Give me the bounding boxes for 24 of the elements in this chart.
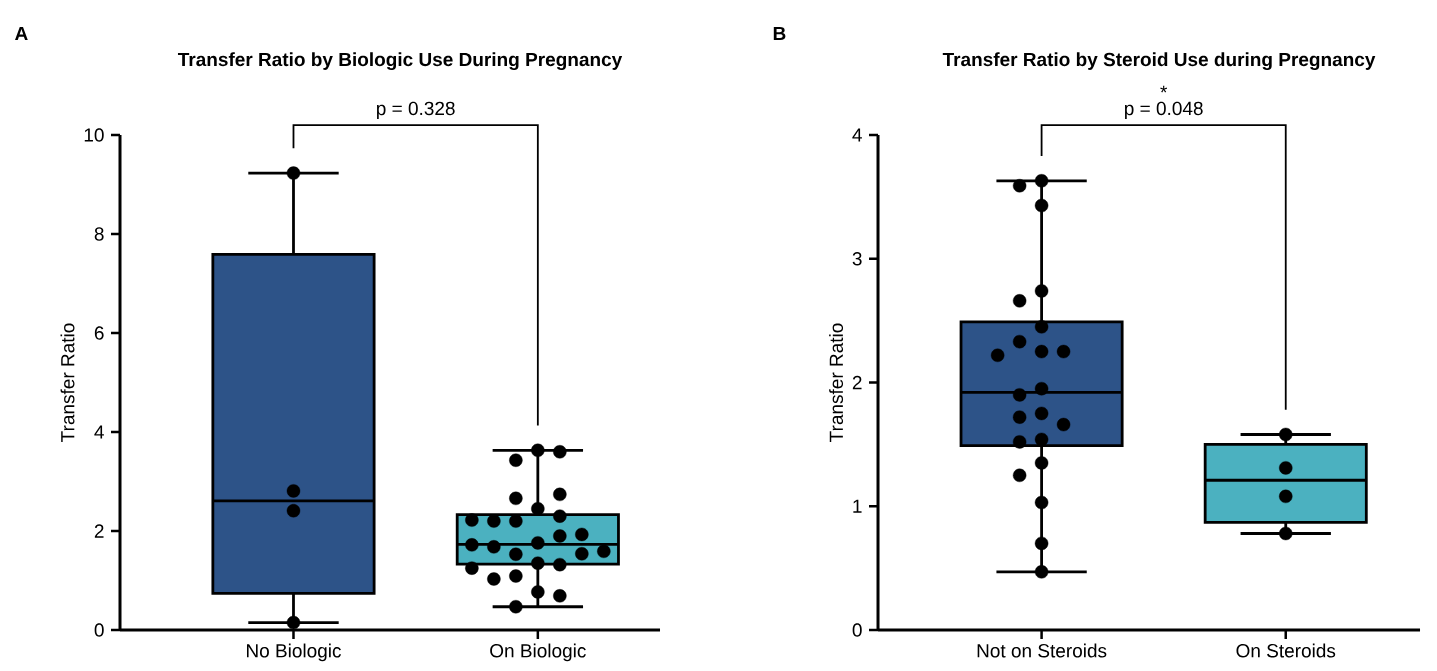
- y-tick-label: 3: [852, 252, 862, 266]
- x-tick-label: On Steroids: [1236, 643, 1336, 658]
- y-tick-label: 0: [852, 623, 862, 637]
- y-tick-label: 2: [94, 524, 104, 538]
- y-tick-label: 6: [94, 326, 104, 340]
- y-tick-label: 4: [94, 425, 104, 439]
- text: B: [773, 26, 786, 40]
- y-tick-label: 10: [84, 128, 104, 142]
- y-tick-label: 0: [94, 623, 104, 637]
- y-tick-label: 1: [853, 499, 862, 513]
- y-axis-title: Transfer Ratio: [829, 323, 844, 442]
- text: *: [1160, 85, 1168, 93]
- text: A: [15, 26, 28, 40]
- chart-title: Transfer Ratio by Steroid Use during Pregnancy: [942, 52, 1376, 71]
- text: p = 0.328: [377, 101, 455, 119]
- chart-title: Transfer Ratio by Biologic Use During Pregnancy: [177, 52, 623, 71]
- x-tick-label: No Biologic: [247, 643, 341, 662]
- y-tick-label: 8: [94, 227, 104, 241]
- x-tick-label: Not on Steroids: [977, 643, 1107, 658]
- y-axis-title: Transfer Ratio: [60, 323, 75, 442]
- y-tick-label: 4: [852, 128, 862, 142]
- x-tick-label: On Biologic: [490, 643, 586, 662]
- y-tick-label: 2: [852, 375, 862, 390]
- text: p = 0.048: [1125, 101, 1203, 119]
